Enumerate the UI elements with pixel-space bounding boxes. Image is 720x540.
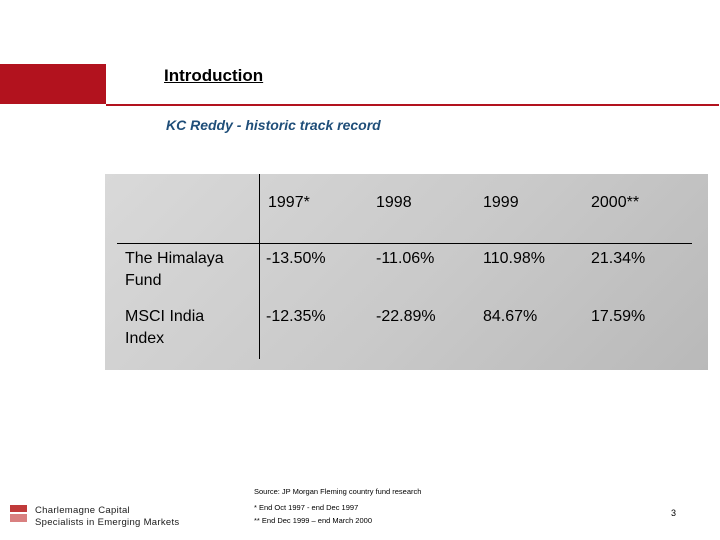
row-label-line: The Himalaya [125, 250, 224, 267]
row-label-msci-india: MSCI India Index [125, 306, 204, 350]
table-header-divider [117, 243, 692, 244]
table-cell: 110.98% [483, 250, 545, 267]
company-name-block: Charlemagne Capital Specialists in Emerg… [35, 505, 179, 529]
column-header-1997: 1997* [268, 194, 310, 211]
company-name: Charlemagne Capital [35, 505, 130, 516]
column-header-2000: 2000** [591, 194, 640, 211]
table-cell: 84.67% [483, 308, 538, 325]
header-rule [106, 104, 719, 106]
table-cell: 21.34% [591, 250, 646, 267]
header-accent-bar [0, 64, 106, 104]
track-record-table [105, 174, 708, 370]
table-vertical-divider [259, 174, 260, 359]
company-logo-icon [10, 505, 27, 522]
row-label-line: Fund [125, 272, 162, 289]
row-label-himalaya-fund: The Himalaya Fund [125, 248, 224, 292]
source-note: Source: JP Morgan Fleming country fund r… [254, 487, 422, 496]
table-cell: 17.59% [591, 308, 646, 325]
row-label-line: Index [125, 330, 165, 347]
column-header-1998: 1998 [376, 194, 412, 211]
company-tagline: Specialists in Emerging Markets [35, 517, 180, 528]
page-title: Introduction [164, 66, 264, 85]
page-subtitle: KC Reddy - historic track record [166, 117, 381, 133]
table-cell: -13.50% [266, 250, 326, 267]
footnote-1997: * End Oct 1997 - end Dec 1997 [254, 503, 359, 512]
row-label-line: MSCI India [125, 308, 205, 325]
footnote-2000: ** End Dec 1999 – end March 2000 [254, 516, 372, 525]
table-cell: -11.06% [376, 250, 435, 267]
column-header-1999: 1999 [483, 194, 519, 211]
page-number: 3 [671, 508, 677, 518]
table-cell: -12.35% [266, 308, 326, 325]
table-cell: -22.89% [376, 308, 436, 325]
